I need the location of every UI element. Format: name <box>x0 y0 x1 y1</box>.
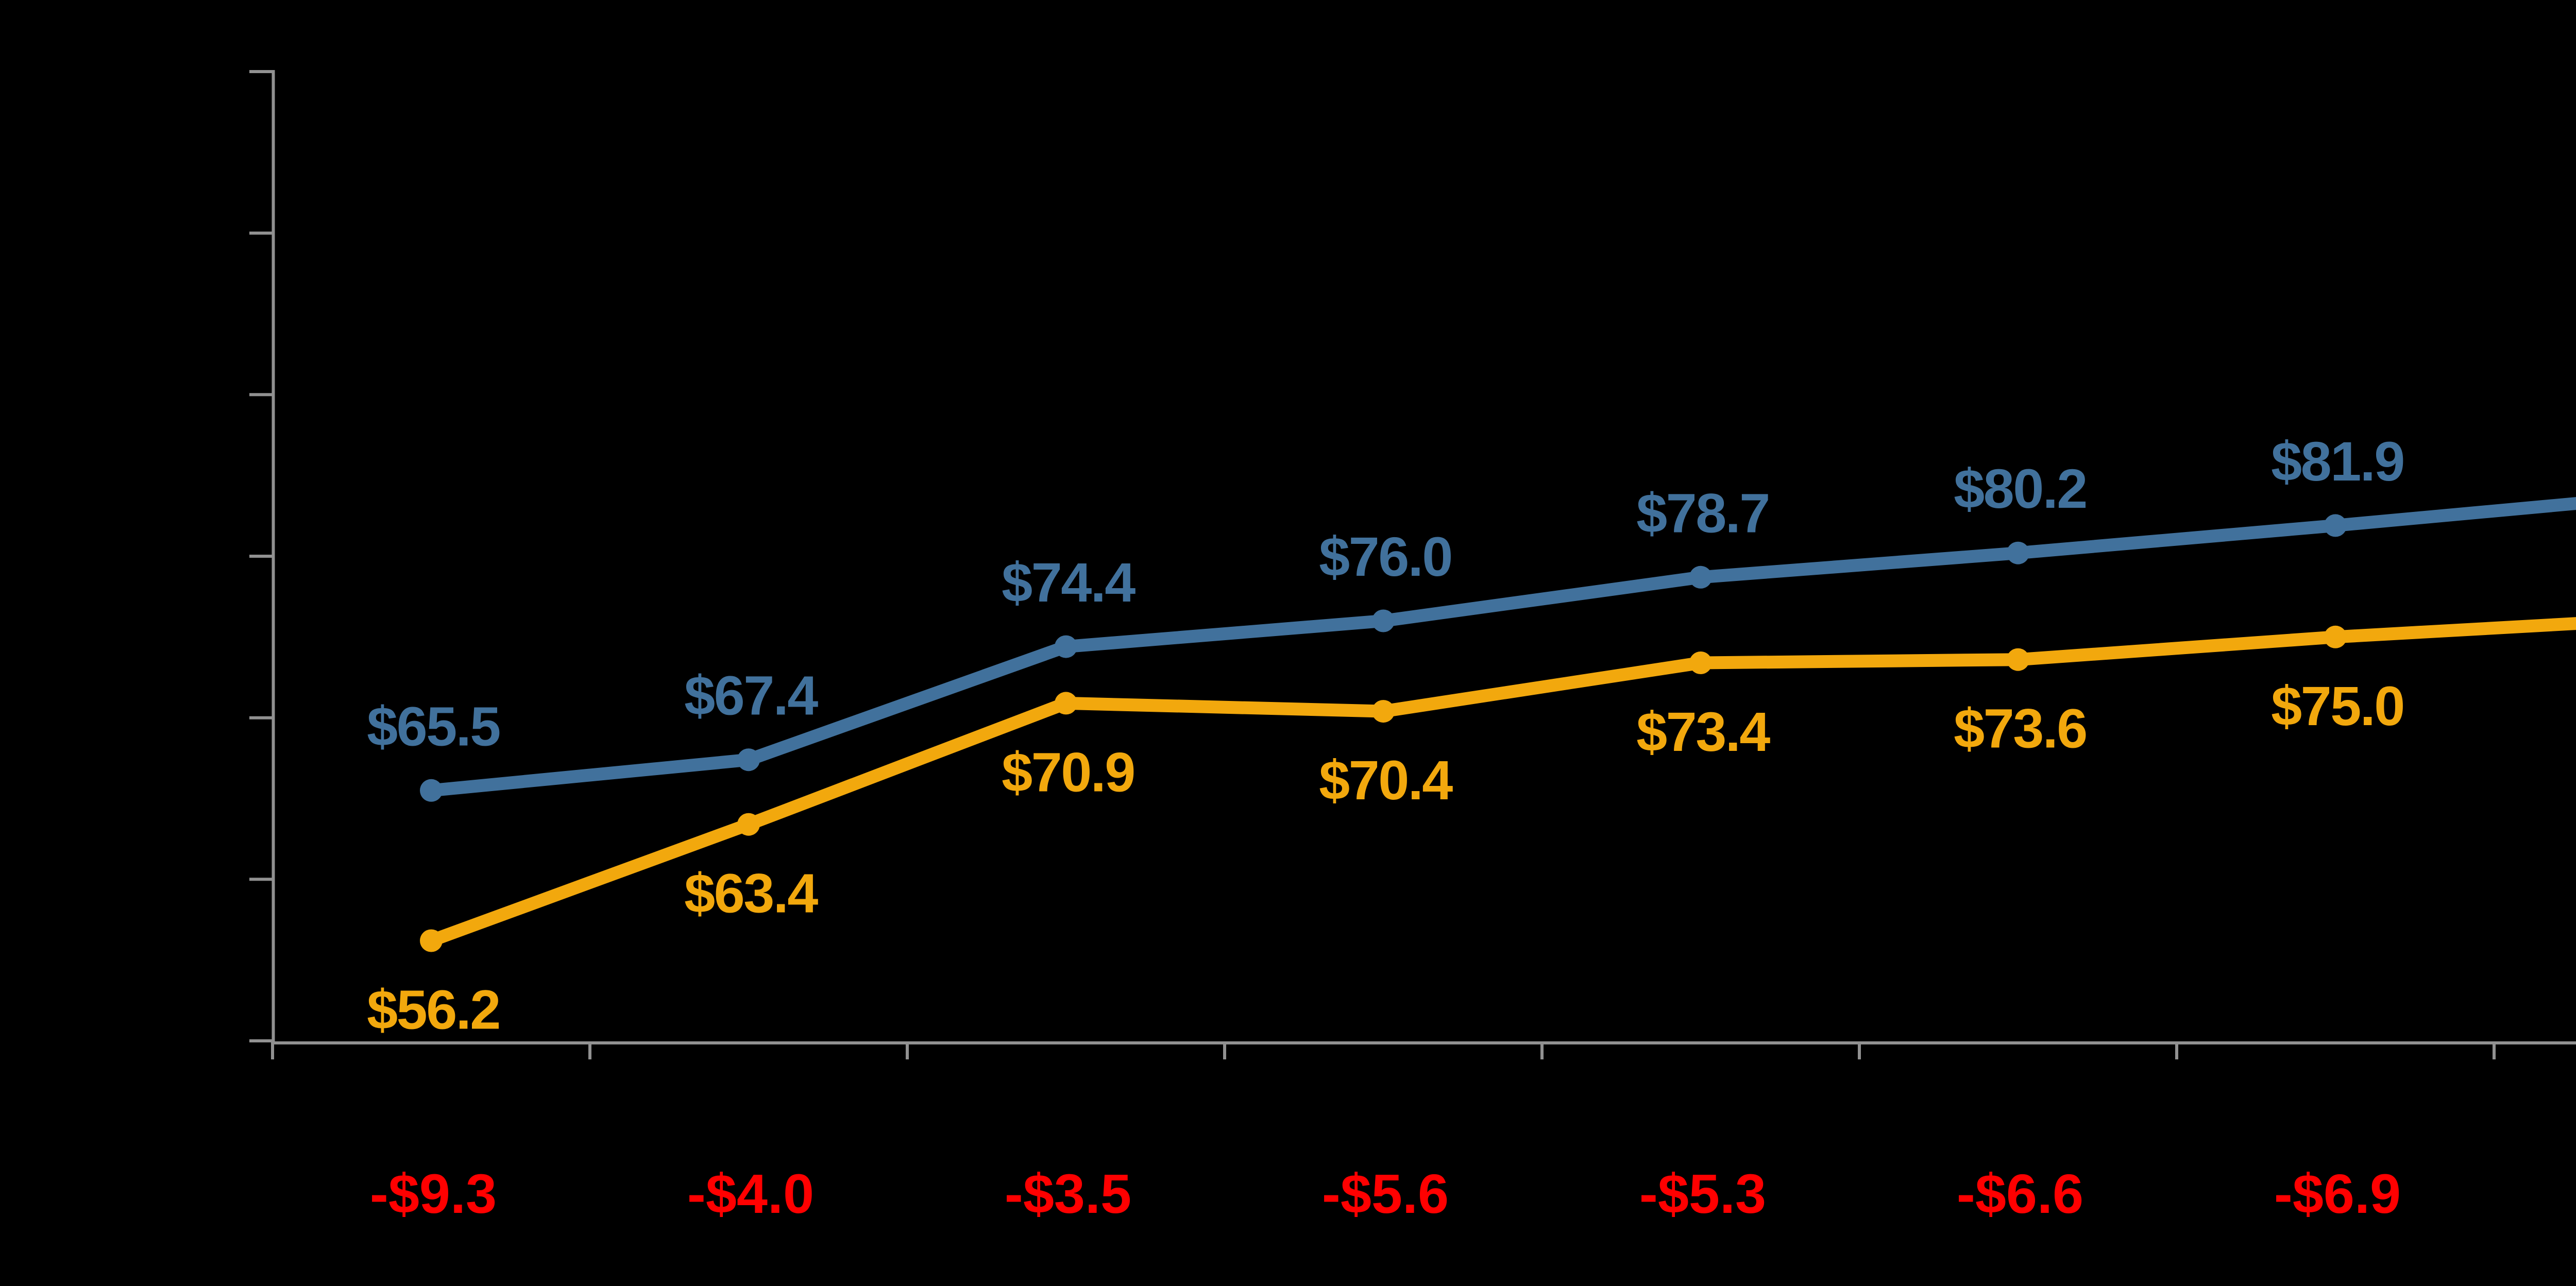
svg-text:$50: $50 <box>88 1008 185 1073</box>
svg-text:$73.4: $73.4 <box>1636 700 1770 763</box>
svg-text:-$5.3: -$5.3 <box>1639 1162 1766 1225</box>
svg-text:-$9.3: -$9.3 <box>370 1162 497 1225</box>
svg-text:FY18/19: FY18/19 <box>965 1069 1172 1130</box>
svg-text:$70.4: $70.4 <box>1319 749 1453 811</box>
svg-text:$100: $100 <box>56 201 185 266</box>
svg-text:-$3.5: -$3.5 <box>1005 1162 1131 1225</box>
svg-text:-$5.6: -$5.6 <box>1322 1162 1449 1225</box>
svg-text:$74.4: $74.4 <box>1002 551 1136 613</box>
svg-text:FY16/17: FY16/17 <box>330 1069 537 1130</box>
svg-text:Net: Net <box>161 1138 294 1230</box>
svg-text:$90: $90 <box>88 362 185 427</box>
svg-text:$70.9: $70.9 <box>1002 741 1134 803</box>
svg-text:$67.4: $67.4 <box>684 664 818 727</box>
svg-text:FY23/24: FY23/24 <box>2552 1069 2576 1130</box>
svg-text:$80.2: $80.2 <box>1954 457 2087 520</box>
svg-text:$73.6: $73.6 <box>1954 697 2087 760</box>
svg-text:$75.0: $75.0 <box>2271 675 2404 737</box>
svg-text:FY19/20: FY19/20 <box>1282 1069 1489 1130</box>
svg-text:$65.5: $65.5 <box>367 695 500 757</box>
svg-text:FY21/22: FY21/22 <box>1917 1069 2124 1130</box>
svg-text:-$6.9: -$6.9 <box>2274 1162 2401 1225</box>
svg-text:$70: $70 <box>88 685 185 750</box>
svg-text:$81.9: $81.9 <box>2271 430 2404 492</box>
svg-text:FY22/23: FY22/23 <box>2234 1069 2441 1130</box>
svg-text:-$4.0: -$4.0 <box>687 1162 814 1225</box>
svg-text:$110: $110 <box>59 39 185 104</box>
svg-text:-$6.6: -$6.6 <box>1957 1162 2083 1225</box>
svg-text:$63.4: $63.4 <box>684 862 818 924</box>
svg-text:$80: $80 <box>88 524 185 589</box>
svg-text:$56.2: $56.2 <box>367 979 500 1041</box>
svg-text:$60: $60 <box>88 847 185 912</box>
svg-text:FY20/21: FY20/21 <box>1600 1069 1806 1130</box>
svg-text:$76.0: $76.0 <box>1319 525 1452 588</box>
svg-text:FY17/18: FY17/18 <box>648 1069 854 1130</box>
svg-text:$78.7: $78.7 <box>1636 482 1769 544</box>
